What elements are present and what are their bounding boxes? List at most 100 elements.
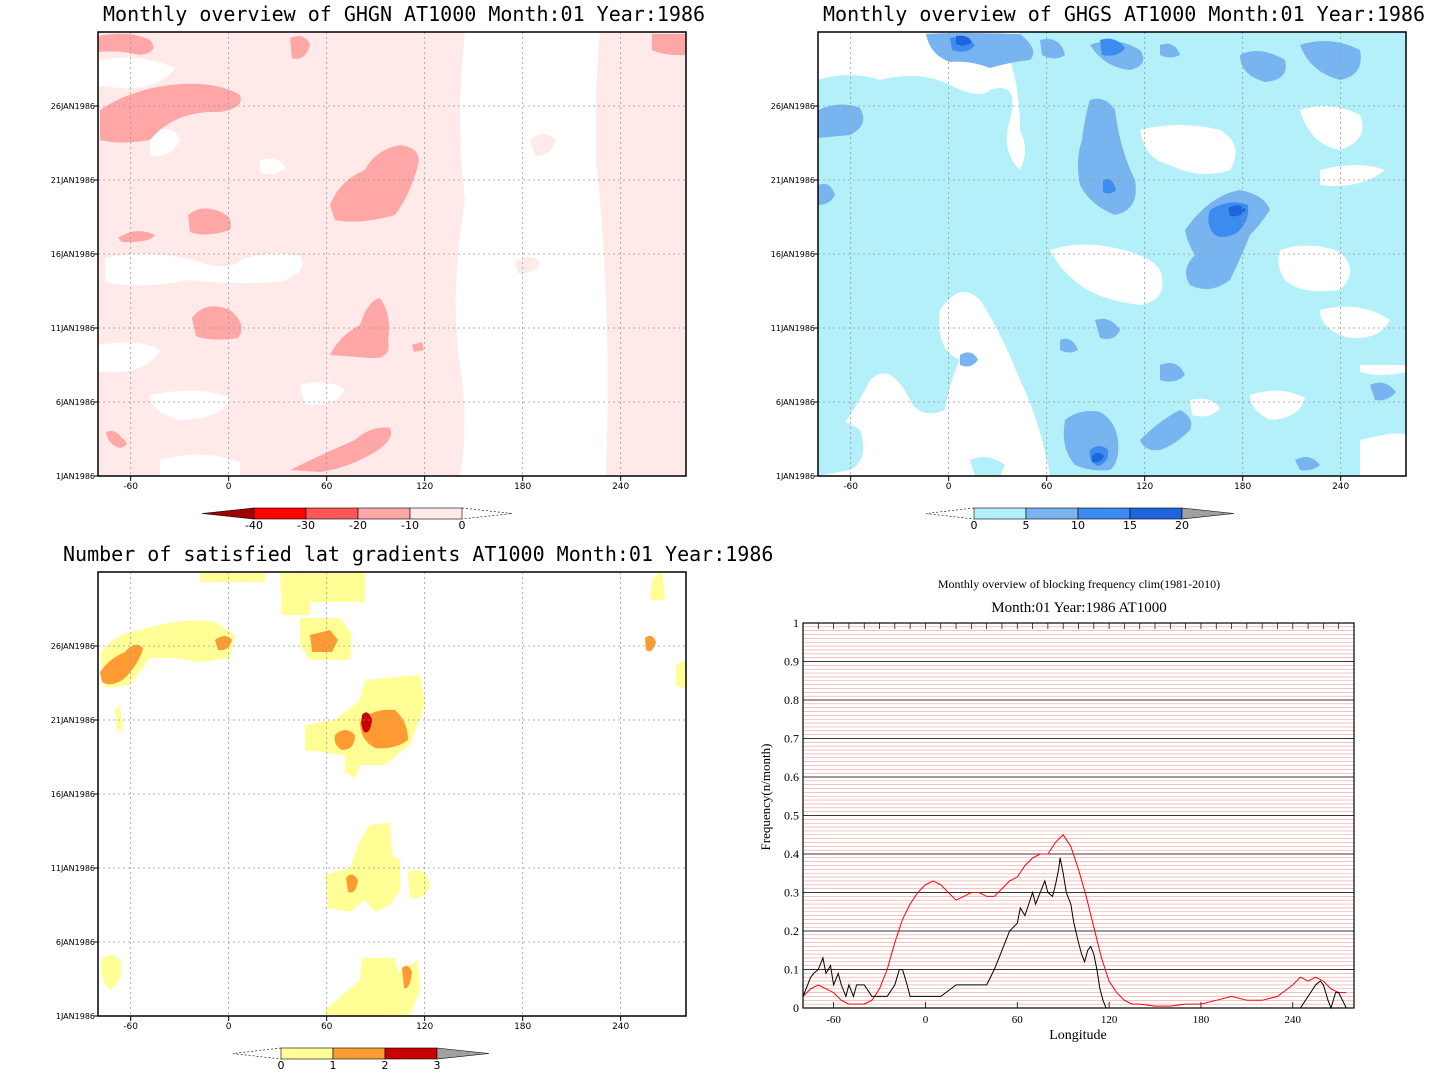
freq-ytick-label: 0.6 [784, 770, 799, 784]
ghgs-frame [817, 31, 1407, 477]
ghgs-map: -60 0 60 120 180 240 1JAN1986 6JAN1986 11JAN1986… [771, 31, 1407, 532]
freq-ytick-label: 0.1 [784, 963, 799, 977]
grad-cb-label: 2 [382, 1059, 389, 1072]
grad-xtick-label: 0 [226, 1022, 232, 1032]
freq-ytick-label: 0.8 [784, 693, 799, 707]
ghgs-cb-label: 0 [971, 519, 978, 532]
freq-ytick-label: 0.2 [784, 924, 799, 938]
ghgn-xtick-label: 240 [612, 482, 629, 492]
freq-ytick-label: 1 [793, 616, 799, 630]
ghgn-xtick-label: 60 [321, 482, 333, 492]
freq-xtick-label: 120 [1101, 1014, 1118, 1026]
ghgn-cb-tri [461, 507, 513, 520]
grad-xtick-label: 60 [321, 1022, 333, 1032]
ghgn-cb-label: -40 [245, 519, 263, 532]
ghgs-cb-box [1129, 507, 1183, 520]
grad-xtick-label: 120 [416, 1022, 433, 1032]
ghgs-cb-label: 20 [1175, 519, 1189, 532]
grad-panel: Number of satisfied lat gradients AT1000… [0, 540, 774, 1091]
freq-ytick-label: 0.4 [784, 847, 799, 861]
freq-ytick-label: 0.3 [784, 886, 799, 900]
ghgs-cb-box [1025, 507, 1079, 520]
ghgs-cb-label: 15 [1123, 519, 1137, 532]
grad-map: -60 0 60 120 180 2401JAN19866JAN198611JAN1986… [51, 570, 687, 1072]
ghgs-ytick-label: 11JAN1986 [771, 324, 815, 333]
ghgs-xtick-label: 0 [946, 482, 952, 492]
grad-colorbar: 0 1 2 3 [232, 1047, 490, 1072]
ghgs-panel: Monthly overview of GHGS AT1000 Month:01… [720, 0, 1440, 545]
ghgn-grid: -60 0 60 120 180 240 1JAN1986 6JAN1986 11JAN1986… [51, 32, 686, 492]
ghgn-cb-box [409, 507, 463, 520]
freq-xtick-label: 240 [1285, 1014, 1302, 1026]
ghgn-cb-label: 0 [459, 519, 466, 532]
grad-ytick-label: 1JAN1986 [56, 1012, 95, 1021]
ghgn-cb-label: -20 [349, 519, 367, 532]
grad-ytick-label: 6JAN1986 [56, 938, 95, 947]
freq-ytick-label: 0.9 [784, 655, 799, 669]
ghgs-xtick-label: -60 [843, 482, 858, 492]
ghgn-xtick-label: 180 [514, 482, 531, 492]
ghgs-cb-label: 10 [1071, 519, 1085, 532]
grad-cb-box [384, 1047, 438, 1060]
ghgn-xtick-label: -60 [123, 482, 138, 492]
grad-frame [97, 571, 687, 1017]
ghgn-cb-box [305, 507, 359, 520]
ghgs-cb-box [973, 507, 1027, 520]
ghgn-colorbar: -40 -30 -20 -10 0 [201, 507, 513, 532]
ghgn-ytick-label: 1JAN1986 [56, 472, 95, 481]
freq-xtick-label: -60 [826, 1014, 841, 1026]
ghgn-cb-tri [201, 507, 255, 520]
grad-title: Number of satisfied lat gradients AT1000… [63, 542, 774, 566]
freq-frame [802, 622, 1355, 1009]
freq-subtitle: Month:01 Year:1986 AT1000 [991, 600, 1166, 616]
grad-cb-box [280, 1047, 334, 1060]
grad-xtick-label: -60 [123, 1022, 138, 1032]
ghgn-map: -60 0 60 120 180 240 1JAN1986 6JAN1986 11JAN1986… [51, 31, 687, 532]
ghgn-ytick-label: 26JAN1986 [51, 102, 95, 111]
ghgn-ytick-label: 21JAN1986 [51, 176, 95, 185]
ghgn-xtick-label: 120 [416, 482, 433, 492]
ghgs-ytick-label: 21JAN1986 [771, 176, 815, 185]
ghgn-frame [97, 31, 687, 477]
ghgn-ytick-label: 11JAN1986 [51, 324, 95, 333]
freq-ytick-label: 0 [793, 1001, 799, 1015]
freq-ytick-label: 0.5 [784, 809, 799, 823]
grad-cb-label: 1 [330, 1059, 337, 1072]
ghgn-xtick-label: 0 [226, 482, 232, 492]
ghgs-ytick-label: 26JAN1986 [771, 102, 815, 111]
ghgs-xtick-label: 60 [1041, 482, 1053, 492]
grad-ytick-label: 21JAN1986 [51, 716, 95, 725]
grad-ytick-label: 16JAN1986 [51, 790, 95, 799]
ghgs-xtick-label: 180 [1234, 482, 1251, 492]
freq-xtick-label: 180 [1193, 1014, 1210, 1026]
ghgs-ytick-label: 1JAN1986 [776, 472, 815, 481]
freq-ytick-label: 0.7 [784, 732, 799, 746]
ghgs-cb-tri [925, 507, 975, 520]
ghgn-title: Monthly overview of GHGN AT1000 Month:01… [103, 2, 706, 26]
ghgn-cb-label: -30 [297, 519, 315, 532]
grad-cb-tri [436, 1047, 490, 1060]
grad-xtick-label: 240 [612, 1022, 629, 1032]
ghgs-cb-tri [1181, 507, 1235, 520]
freq-chart: Monthly overview of blocking frequency c… [758, 577, 1355, 1043]
freq-xtick-label: 0 [923, 1014, 929, 1026]
grad-cb-label: 0 [278, 1059, 285, 1072]
ghgs-colorbar: 0 5 10 15 20 [925, 507, 1235, 532]
freq-panel: Monthly overview of blocking frequency c… [720, 545, 1440, 1091]
ghgn-panel: Monthly overview of GHGN AT1000 Month:01… [0, 0, 720, 545]
ghgn-ytick-label: 16JAN1986 [51, 250, 95, 259]
grad-grid: -60 0 60 120 180 240 1JAN1986 6JAN1986 11JAN1986… [51, 572, 686, 1032]
ghgs-grid: -60 0 60 120 180 240 1JAN1986 6JAN1986 11JAN1986… [771, 32, 1406, 492]
ghgs-ytick-label: 6JAN1986 [776, 398, 815, 407]
ghgs-title: Monthly overview of GHGS AT1000 Month:01… [823, 2, 1426, 26]
freq-series-line-2 [802, 857, 1347, 1010]
freq-xlabel: Longitude [1049, 1028, 1107, 1043]
freq-title: Monthly overview of blocking frequency c… [938, 577, 1220, 591]
ghgs-cb-box [1077, 507, 1131, 520]
ghgs-ytick-label: 16JAN1986 [771, 250, 815, 259]
grad-ytick-label: 26JAN1986 [51, 642, 95, 651]
ghgn-ytick-label: 6JAN1986 [56, 398, 95, 407]
grad-xtick-label: 180 [514, 1022, 531, 1032]
ghgn-cb-label: -10 [401, 519, 419, 532]
grad-cb-box [332, 1047, 386, 1060]
